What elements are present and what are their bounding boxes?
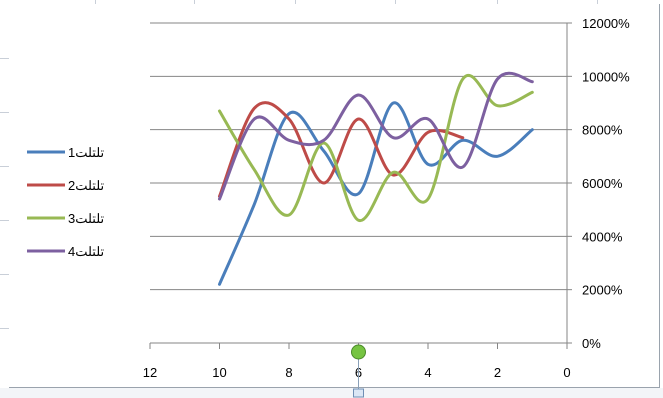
column-divider	[597, 0, 598, 4]
series-line-2	[218, 101, 465, 198]
x-tick-label: 2	[494, 365, 501, 380]
series-line-1	[218, 101, 534, 286]
row-divider	[0, 328, 9, 329]
x-tick-label: 12	[143, 365, 157, 380]
y-tick-label: 12000%	[582, 16, 630, 31]
x-tick-label: 8	[285, 365, 292, 380]
column-header-strip	[9, 0, 663, 4]
y-tick-label: 4000%	[582, 229, 623, 244]
column-divider	[395, 0, 396, 4]
legend-label-3: 3تلتلت	[68, 211, 105, 226]
chart-area[interactable]	[9, 4, 660, 388]
resize-handle-icon[interactable]	[353, 388, 364, 398]
x-tick-label: 0	[563, 365, 570, 380]
legend-label-2: 2تلتلت	[68, 178, 105, 193]
column-divider	[295, 0, 296, 4]
y-tick-label: 0%	[582, 336, 601, 351]
sheet-bottom-strip	[0, 388, 663, 398]
legend-label-4: 4تلتلت	[68, 244, 105, 259]
row-divider	[0, 112, 9, 113]
row-divider	[0, 166, 9, 167]
legend-label-1: 1تلتلت	[68, 145, 105, 160]
series-line-3	[218, 74, 534, 222]
rotation-handle-icon[interactable]	[351, 344, 366, 360]
x-tick-label: 4	[424, 365, 431, 380]
row-divider	[0, 274, 9, 275]
row-divider	[0, 58, 9, 59]
x-tick-label: 10	[212, 365, 226, 380]
column-divider	[95, 0, 96, 4]
y-tick-label: 2000%	[582, 283, 623, 298]
row-divider	[0, 220, 9, 221]
column-divider	[497, 0, 498, 4]
y-tick-label: 6000%	[582, 176, 623, 191]
y-tick-label: 10000%	[582, 69, 630, 84]
series-line-4	[218, 71, 534, 201]
y-tick-label: 8000%	[582, 123, 623, 138]
column-divider	[194, 0, 195, 4]
